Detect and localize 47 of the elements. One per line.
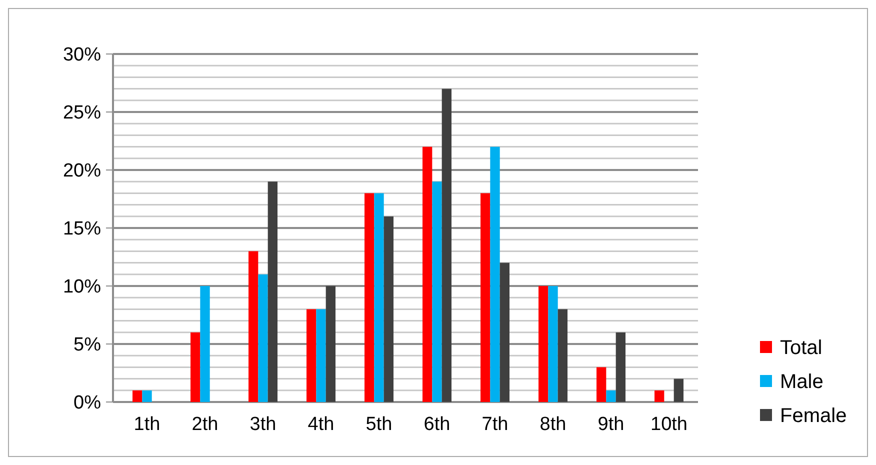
x-tick-label: 1th [134,414,160,435]
bar [374,193,384,402]
bar [258,274,268,402]
bar [326,286,336,402]
x-tick-label: 5th [366,414,392,435]
bar [674,378,684,402]
bar [132,390,142,402]
y-tick-label: 10% [62,276,102,298]
x-tick-label: 2th [192,414,218,435]
legend-label: Total [780,337,822,359]
bar [364,193,374,402]
bar [538,286,548,402]
legend-label: Male [780,371,824,393]
y-tick-label: 30% [62,44,102,66]
bar [490,146,500,402]
bar [384,216,394,402]
bar [306,309,316,402]
bar [442,88,452,402]
y-tick-label: 20% [62,160,102,182]
bar [500,262,510,402]
bar [606,390,616,402]
y-tick-label: 25% [62,102,102,124]
bar [422,146,432,402]
x-tick-label: 7th [482,414,508,435]
x-tick-label: 6th [424,414,450,435]
legend-label: Female [780,405,847,427]
x-tick-label: 8th [540,414,566,435]
bar [248,251,258,402]
x-tick-label: 4th [308,414,334,435]
bar [432,182,442,402]
x-tick-label: 9th [598,414,624,435]
bar [548,286,558,402]
bar [200,286,210,402]
y-tick-label: 15% [62,218,102,240]
y-tick-label: 5% [74,334,102,356]
bar [142,390,152,402]
x-tick-label: 10th [650,414,688,435]
bar [616,332,626,402]
x-tick-label: 3th [250,414,276,435]
bar [190,332,200,402]
bar [316,309,326,402]
bar [480,193,490,402]
y-tick-label: 0% [74,392,102,414]
bar [596,367,606,402]
bar [268,182,278,402]
bar [558,309,568,402]
bar [654,390,664,402]
